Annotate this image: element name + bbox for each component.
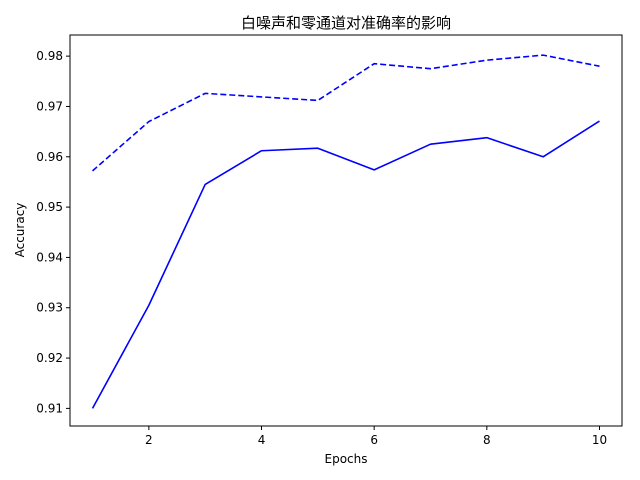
y-tick-label: 0.98: [36, 49, 63, 63]
x-axis-label: Epochs: [325, 452, 368, 466]
x-axis: 2 4 6 8 10: [145, 426, 607, 447]
y-axis-label: Accuracy: [13, 203, 27, 258]
series-line-1-solid: [91, 120, 600, 409]
y-tick-label: 0.94: [36, 250, 63, 264]
plot-frame: [69, 34, 623, 427]
series-line-2-dashed: [92, 54, 600, 172]
x-tick-label: 8: [483, 433, 491, 447]
y-tick-label: 0.92: [36, 351, 63, 365]
y-tick-label: 0.96: [36, 150, 63, 164]
y-axis: 0.91 0.92 0.93 0.94 0.95 0.96 0.97 0.98: [36, 49, 70, 415]
y-tick-label: 0.97: [36, 99, 63, 113]
x-tick-label: 6: [370, 433, 378, 447]
y-tick-label: 0.91: [36, 401, 63, 415]
x-tick-label: 10: [592, 433, 607, 447]
x-tick-label: 2: [145, 433, 153, 447]
x-tick-label: 4: [258, 433, 266, 447]
y-tick-label: 0.95: [36, 200, 63, 214]
series-layer: [91, 54, 600, 409]
chart-title: 白噪声和零通道对准确率的影响: [241, 14, 451, 32]
y-tick-label: 0.93: [36, 301, 63, 315]
